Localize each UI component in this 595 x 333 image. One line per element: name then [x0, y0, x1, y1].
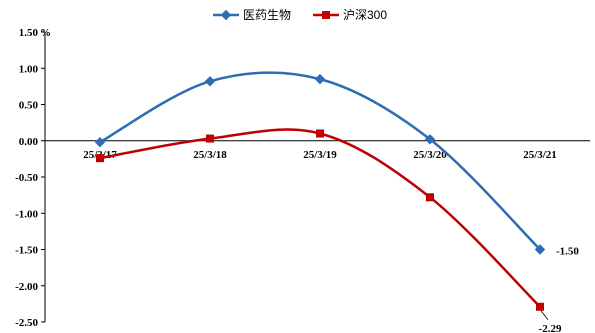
- annotations: -1.50 -2.29: [539, 246, 580, 333]
- y-tick-label: -2.50: [15, 317, 38, 329]
- legend-label: 沪深300: [343, 8, 387, 22]
- legend-label: 医药生物: [243, 8, 291, 22]
- x-tick-label: 25/3/18: [193, 149, 227, 161]
- data-point: [316, 129, 324, 138]
- y-axis: 1.50 1.00 0.50 0.00 -0.50 -1.00 -1.50 -2.00 -2.5…: [15, 27, 51, 329]
- data-label-leader: [540, 310, 549, 321]
- x-tick-label: 25/3/20: [413, 149, 447, 161]
- data-point: [424, 134, 436, 145]
- data-point: [426, 193, 434, 202]
- y-tick-label: 0.50: [19, 100, 39, 112]
- series-1: [94, 71, 546, 255]
- legend-item-2: 沪深300: [313, 8, 387, 22]
- y-tick-label: 1.50: [19, 27, 39, 39]
- y-tick-label: -2.00: [15, 281, 38, 293]
- data-point: [536, 302, 544, 311]
- data-point: [534, 244, 546, 255]
- y-tick-label: -0.50: [15, 172, 38, 184]
- series-line: [99, 128, 541, 308]
- x-tick-label: 25/3/19: [303, 149, 337, 161]
- y-tick-label: 0.00: [19, 136, 39, 148]
- y-tick-label: 1.00: [19, 63, 39, 75]
- data-point: [204, 76, 216, 87]
- data-point: [206, 134, 214, 143]
- legend: 医药生物 沪深300: [213, 8, 387, 22]
- data-point: [314, 73, 326, 85]
- data-label: -1.50: [556, 246, 579, 258]
- legend-marker: [322, 11, 330, 19]
- y-tick-label: -1.00: [15, 208, 38, 220]
- y-unit-label: %: [40, 27, 51, 39]
- y-tick-label: -1.50: [15, 245, 38, 257]
- legend-item-1: 医药生物: [213, 8, 291, 22]
- data-point: [96, 154, 104, 163]
- series-line: [99, 71, 541, 251]
- plot-area: [94, 71, 546, 311]
- legend-marker: [220, 9, 232, 21]
- x-tick-label: 25/3/21: [523, 149, 557, 161]
- data-label: -2.29: [539, 323, 562, 333]
- data-point: [94, 136, 106, 148]
- series-2: [96, 128, 544, 311]
